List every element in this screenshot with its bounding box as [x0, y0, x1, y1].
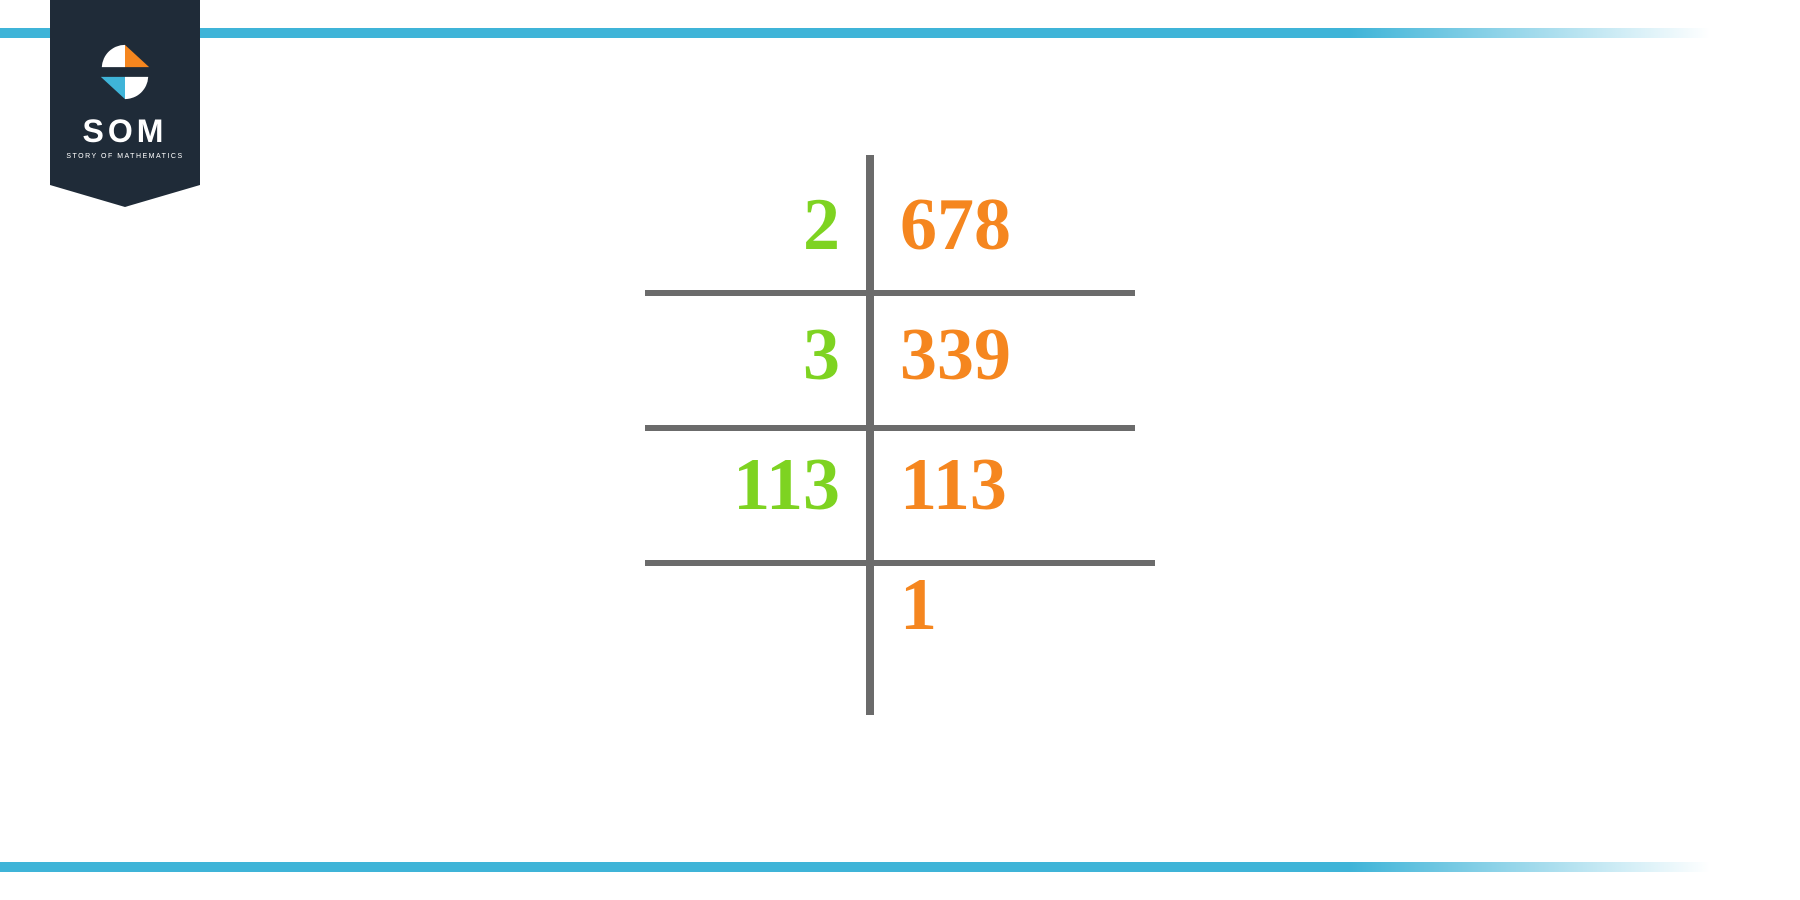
- divisor-cell: 2: [640, 183, 870, 268]
- top-border-bar: [0, 28, 1800, 38]
- factorization-row: 1: [640, 550, 1160, 660]
- factorization-row: 3 339: [640, 290, 1160, 420]
- quotient-cell: 113: [870, 443, 1160, 528]
- factorization-row: 2 678: [640, 160, 1160, 290]
- som-logo-icon: [96, 43, 154, 101]
- factorization-row: 113 113: [640, 420, 1160, 550]
- logo-title: SOM: [83, 113, 168, 150]
- bottom-border-bar: [0, 862, 1800, 872]
- factorization-diagram: 2 678 3 339 113 113 1: [640, 160, 1160, 660]
- divisor-cell: 113: [640, 443, 870, 528]
- divisor-cell: 3: [640, 313, 870, 398]
- logo-badge: SOM STORY OF MATHEMATICS: [50, 0, 200, 185]
- quotient-cell: 1: [870, 563, 1160, 648]
- quotient-cell: 339: [870, 313, 1160, 398]
- quotient-cell: 678: [870, 183, 1160, 268]
- logo-subtitle: STORY OF MATHEMATICS: [66, 153, 183, 160]
